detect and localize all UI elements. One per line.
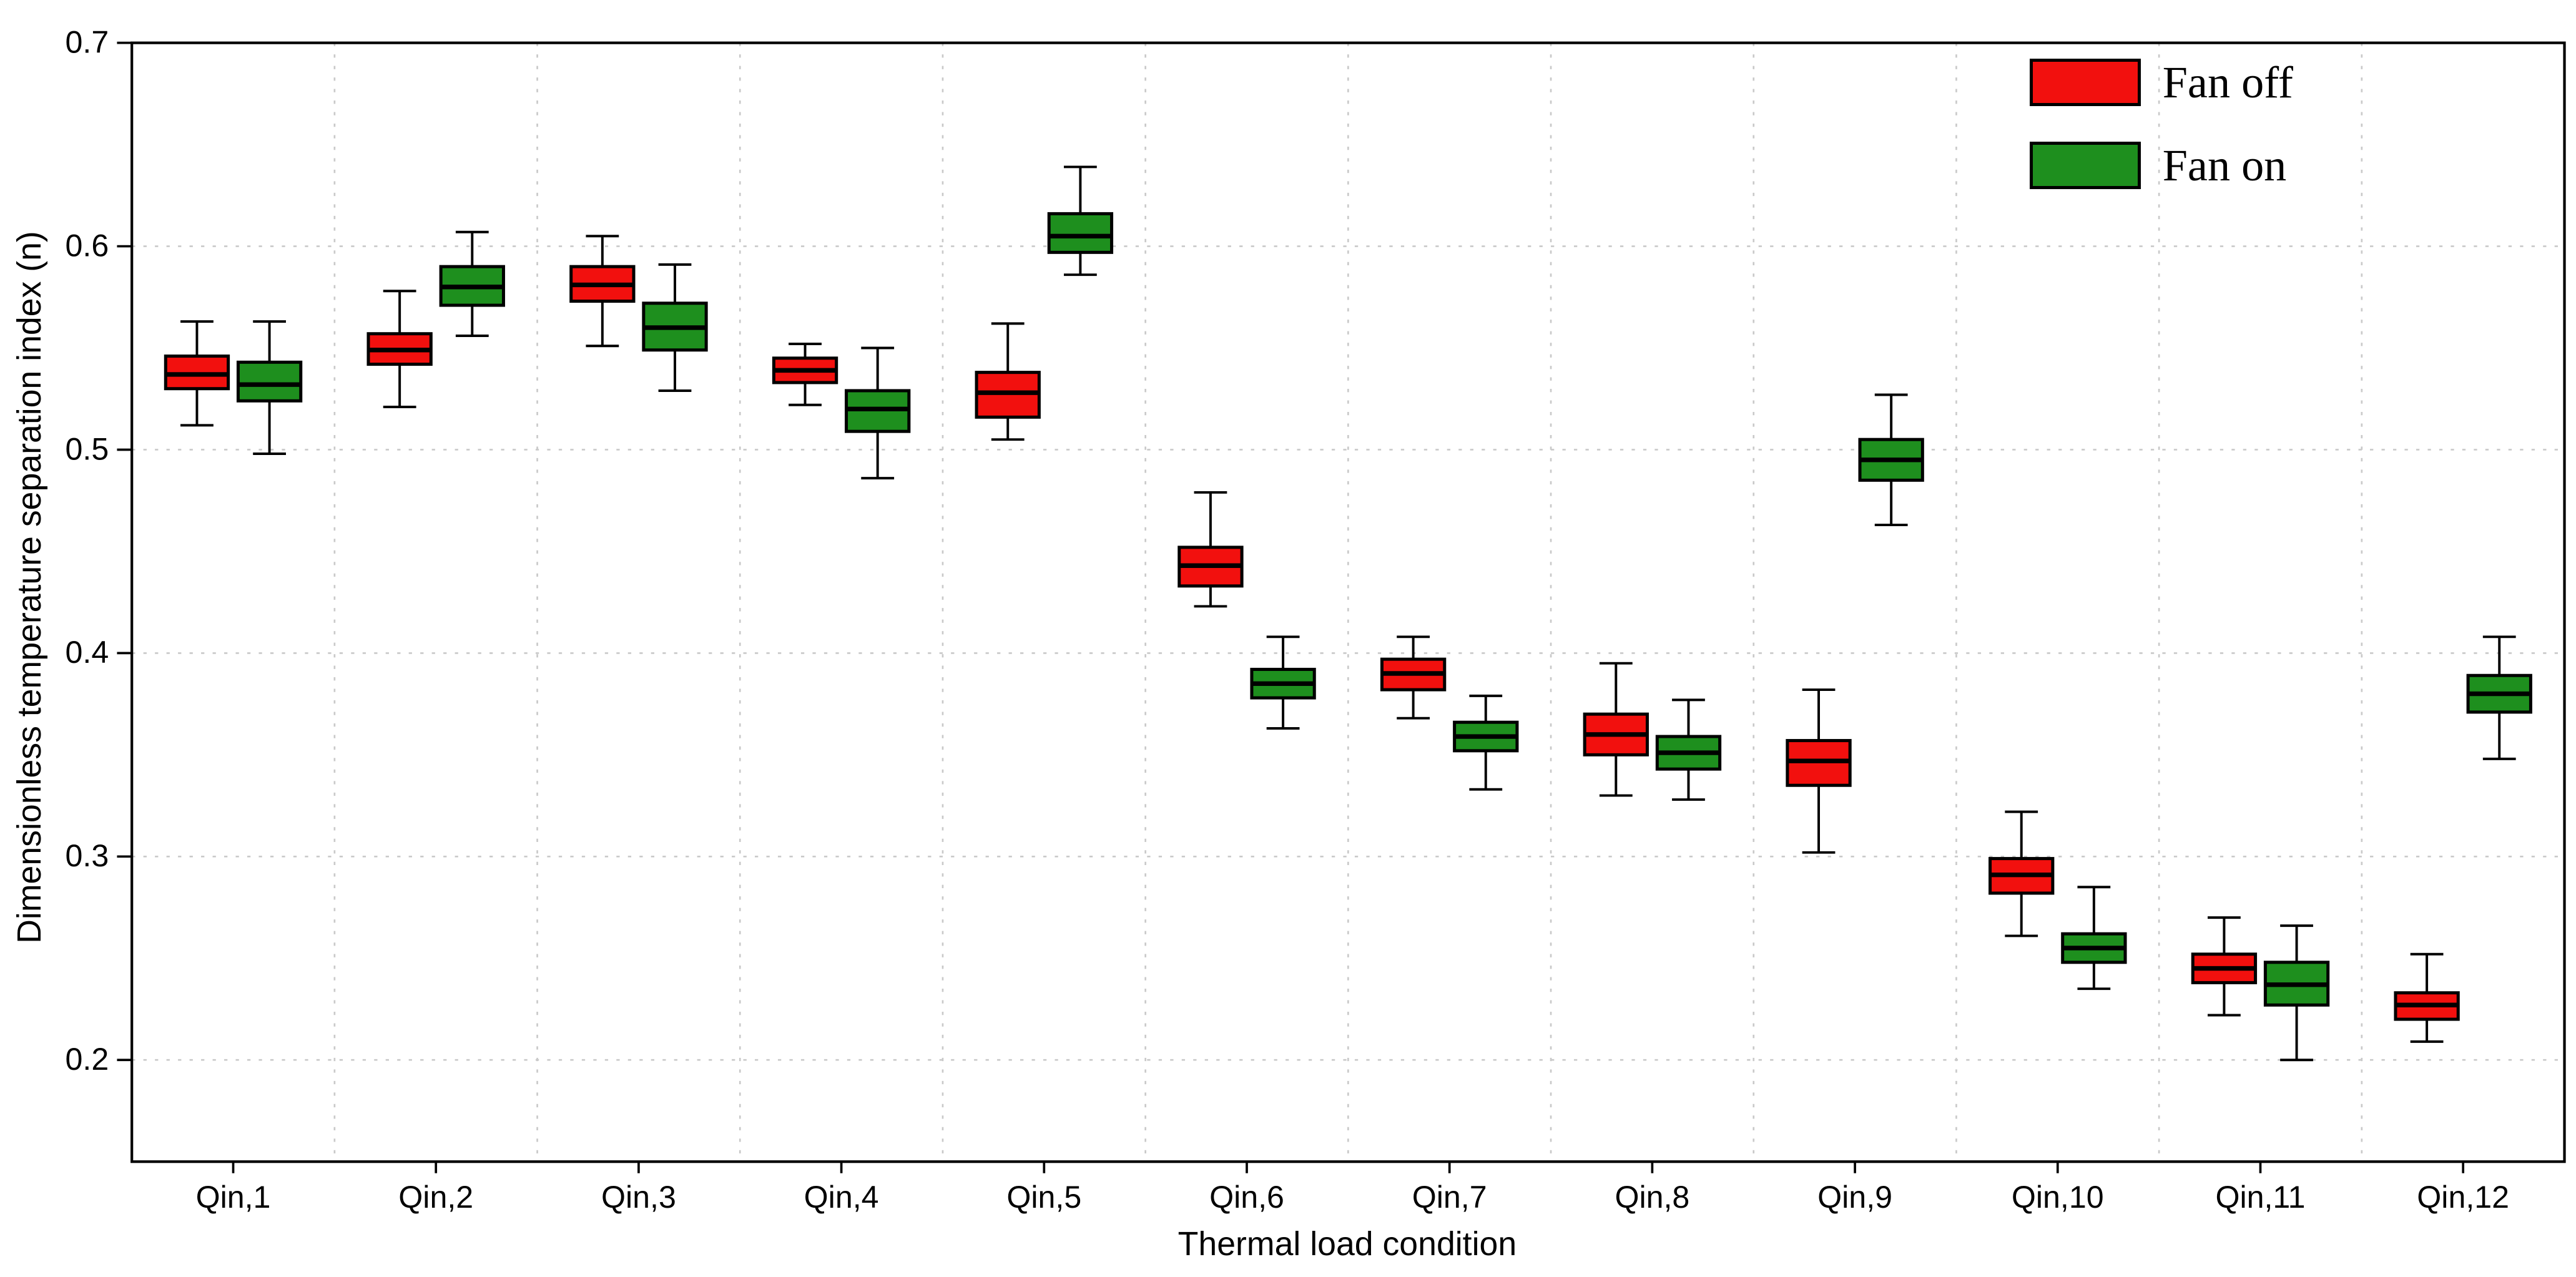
legend-swatch-fan-off bbox=[2030, 59, 2141, 106]
legend-item-fan-on: Fan on bbox=[2030, 142, 2293, 189]
box-fan-off-1 bbox=[164, 320, 230, 427]
box-fan-on-8 bbox=[1655, 698, 1722, 801]
legend-swatch-fan-on bbox=[2030, 142, 2141, 189]
x-tick-label: Qin,10 bbox=[2012, 1180, 2104, 1215]
x-tick-label: Qin,12 bbox=[2417, 1180, 2509, 1215]
x-tick-label: Qin,8 bbox=[1615, 1180, 1689, 1215]
box-fan-on-6 bbox=[1250, 635, 1316, 730]
x-tick-label: Qin,4 bbox=[804, 1180, 879, 1215]
x-tick-label: Qin,5 bbox=[1006, 1180, 1081, 1215]
x-tick-label: Qin,2 bbox=[398, 1180, 473, 1215]
box-fan-off-6 bbox=[1177, 491, 1244, 608]
box-fan-on-11 bbox=[2263, 924, 2330, 1062]
box-fan-on-2 bbox=[439, 230, 505, 337]
x-tick-label: Qin,9 bbox=[1817, 1180, 1892, 1215]
y-tick-label: 0.6 bbox=[66, 228, 109, 263]
box-fan-off-5 bbox=[975, 322, 1041, 441]
y-tick-label: 0.4 bbox=[66, 635, 109, 670]
legend: Fan off Fan on bbox=[2030, 59, 2293, 189]
box-fan-on-3 bbox=[642, 263, 708, 392]
box-fan-off-2 bbox=[366, 290, 433, 409]
x-tick-label: Qin,7 bbox=[1412, 1180, 1487, 1215]
box-fan-on-10 bbox=[2061, 886, 2127, 991]
y-tick-label: 0.5 bbox=[66, 431, 109, 466]
box-fan-on-9 bbox=[1858, 393, 1924, 527]
box-fan-off-10 bbox=[1989, 810, 2055, 937]
legend-label-fan-off: Fan off bbox=[2162, 57, 2293, 107]
x-tick-label: Qin,6 bbox=[1209, 1180, 1284, 1215]
box-fan-off-12 bbox=[2394, 952, 2460, 1043]
x-tick-label: Qin,3 bbox=[601, 1180, 676, 1215]
box-fan-off-7 bbox=[1380, 635, 1447, 720]
box-fan-off-4 bbox=[772, 343, 838, 406]
y-tick-label: 0.3 bbox=[66, 838, 109, 873]
box-fan-on-5 bbox=[1047, 165, 1114, 276]
x-tick-label: Qin,11 bbox=[2215, 1180, 2305, 1215]
legend-item-fan-off: Fan off bbox=[2030, 59, 2293, 106]
y-axis-title: Dimensionless temperature separation ind… bbox=[11, 231, 49, 944]
box-fan-on-7 bbox=[1453, 694, 1519, 791]
y-tick-label: 0.2 bbox=[66, 1042, 109, 1077]
x-axis-title: Thermal load condition bbox=[1177, 1225, 1517, 1263]
box-fan-on-4 bbox=[845, 346, 911, 480]
box-fan-off-8 bbox=[1583, 662, 1649, 797]
box-fan-on-12 bbox=[2466, 635, 2532, 760]
box-fan-on-1 bbox=[236, 320, 303, 455]
box-fan-off-9 bbox=[1786, 688, 1852, 854]
box-fan-off-3 bbox=[569, 235, 636, 348]
legend-label-fan-on: Fan on bbox=[2162, 140, 2287, 190]
x-tick-label: Qin,1 bbox=[196, 1180, 271, 1215]
box-fan-off-11 bbox=[2191, 916, 2258, 1017]
plot-frame bbox=[130, 41, 2566, 1163]
y-tick-label: 0.7 bbox=[66, 24, 109, 59]
